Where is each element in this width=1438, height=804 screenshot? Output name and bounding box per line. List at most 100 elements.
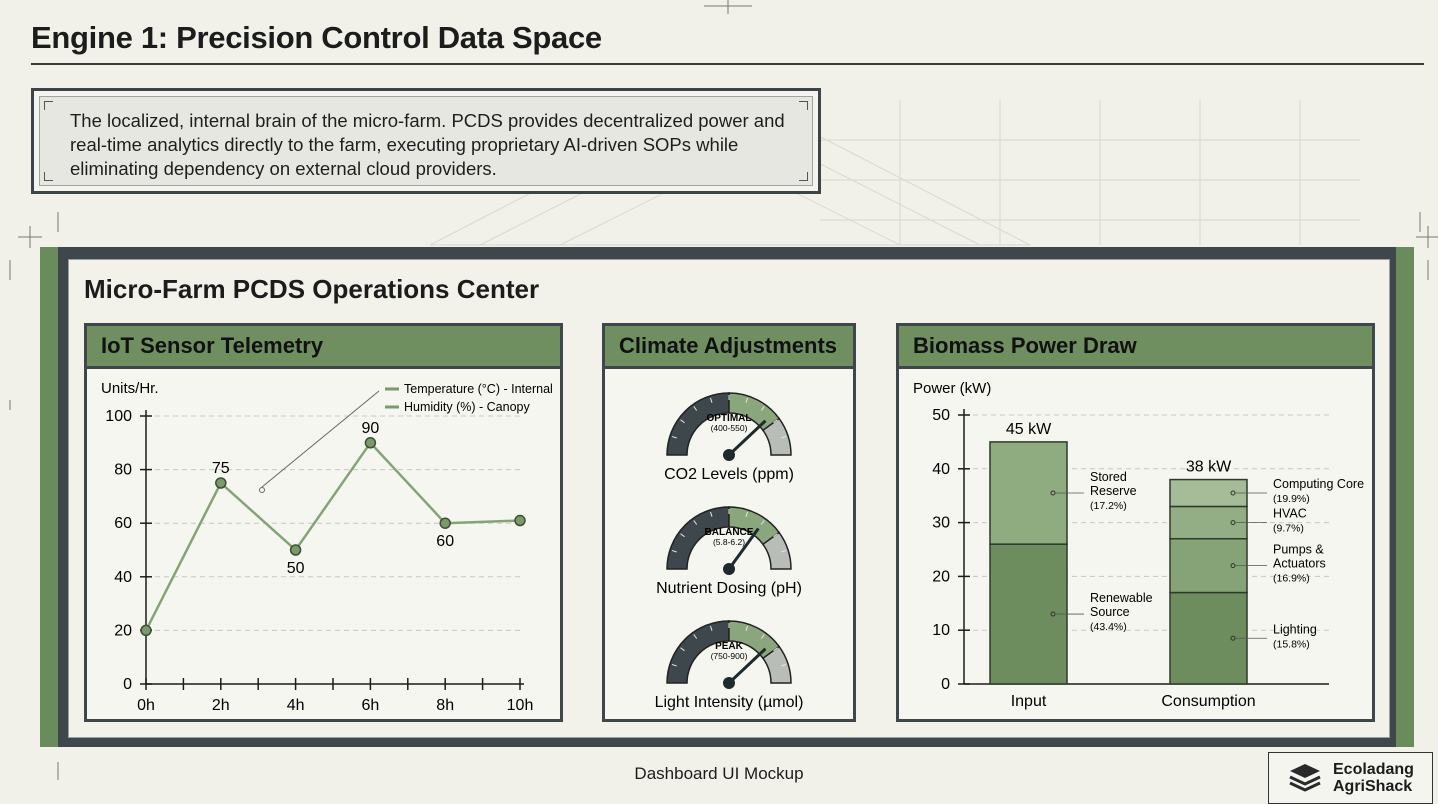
gauge-tick (671, 663, 677, 667)
x-tick-label: 8h (436, 697, 454, 714)
corner-mark (44, 101, 53, 110)
x-category-label: Consumption (1161, 693, 1255, 710)
climate-panel-header: Climate Adjustments (605, 326, 853, 369)
gauge-label: Nutrient Dosing (pH) (656, 580, 802, 597)
bar-total-label: 45 kW (1006, 421, 1052, 438)
iot-telemetry-panel: IoT Sensor Telemetry Units/Hr. 0 20 40 60 80 1… (84, 323, 563, 722)
biomass-power-panel: Biomass Power Draw Power (kW) 0 10 20 30 40 50… (896, 323, 1375, 722)
gauge-tick (709, 397, 713, 403)
data-point (439, 517, 451, 529)
gauge-high-zone (761, 645, 792, 684)
segment-name: Actuators (1273, 557, 1326, 571)
climate-gauges: OPTIMAL(400-550)CO2 Levels (ppm)BALANCE(… (655, 392, 803, 711)
series-line (144, 440, 521, 631)
gauge-tick (781, 435, 787, 439)
gauge-tick (693, 634, 698, 639)
y-tick-label: 0 (123, 676, 132, 693)
data-point (364, 437, 377, 449)
telemetry-line-chart: Units/Hr. 0 20 40 60 80 100 0h 2h 4h 6h 8h 10h 75 50 90… (101, 380, 553, 714)
gauge-tick (781, 663, 787, 667)
x-category-label: Input (1011, 693, 1047, 710)
bar-total-label: 38 kW (1186, 459, 1232, 476)
gauge-zone-label: PEAK (715, 641, 744, 652)
point-label: 60 (436, 533, 454, 550)
dashboard-title: Micro-Farm PCDS Operations Center (84, 274, 540, 304)
gauge-hub (723, 563, 735, 575)
gauge-zone-label: BALANCE (705, 527, 754, 538)
climate-adjustments-panel: Climate Adjustments OPTIMAL (400-550) CO2 … (602, 323, 856, 722)
segment-pct: (16.9%) (1273, 573, 1310, 585)
gauge-tick (760, 406, 765, 411)
gauge-tick (745, 511, 749, 517)
bar-segment (1169, 591, 1248, 685)
gauge-tick (781, 549, 787, 553)
segment-name: Reserve (1090, 484, 1137, 498)
intro-text: The localized, internal brain of the mic… (70, 110, 785, 179)
gauge-tick (693, 520, 698, 525)
gauge-needle (727, 527, 760, 570)
y-axis-title: Power (kW) (913, 380, 991, 397)
point-label: 75 (212, 460, 230, 477)
gauge-label: CO2 Levels (ppm) (664, 466, 794, 483)
segment-name: HVAC (1273, 507, 1307, 521)
segment-pct: (17.2%) (1090, 500, 1127, 512)
gauge-zone-range: (400-550) (711, 423, 748, 433)
gauge-tick (680, 533, 685, 538)
legend-leader-dot (259, 487, 265, 493)
iot-panel-header: IoT Sensor Telemetry (87, 326, 560, 369)
iot-panel-title: IoT Sensor Telemetry (101, 333, 324, 358)
y-tick-label: 0 (941, 676, 950, 693)
x-tick-label: 10h (507, 697, 534, 714)
data-point (215, 477, 227, 489)
segment-name: Computing Core (1273, 477, 1364, 491)
gauge-tick (760, 520, 765, 525)
logo-line-1: Ecoladang (1333, 761, 1414, 778)
gauge-zone-label: OPTIMAL (707, 413, 752, 424)
x-tick-label: 0h (137, 697, 155, 714)
legend-label: Humidity (%) - Canopy (404, 400, 530, 414)
x-tick-label: 6h (362, 697, 380, 714)
y-tick-label: 50 (932, 407, 950, 424)
gauge-hub (723, 449, 735, 461)
segment-pct: (19.9%) (1273, 493, 1310, 505)
segment-name: Pumps & (1273, 543, 1324, 557)
corner-mark (799, 172, 808, 181)
intro-panel: The localized, internal brain of the mic… (31, 88, 821, 194)
segment-pct: (15.8%) (1273, 638, 1310, 650)
gauge-needle (727, 647, 767, 685)
data-point (514, 514, 526, 527)
bar-segment (1169, 537, 1248, 594)
logo-line-2: AgriShack (1333, 778, 1413, 795)
segment-pct: (43.4%) (1090, 621, 1127, 633)
y-tick-label: 100 (105, 408, 132, 425)
gauge-zone-range: (750-900) (711, 651, 748, 661)
gauge-high-zone (761, 417, 792, 456)
logo-text: Ecoladang AgriShack (1333, 761, 1414, 795)
footer-caption: Dashboard UI Mockup (634, 764, 804, 783)
segment-name: Lighting (1273, 622, 1317, 636)
bar-segment (989, 441, 1068, 545)
y-tick-label: 30 (932, 515, 950, 532)
gauge-tick (745, 625, 749, 631)
x-tick-label: 4h (287, 697, 305, 714)
corner-mark (44, 172, 53, 181)
title-divider (31, 63, 1424, 65)
y-tick-label: 40 (114, 569, 132, 586)
biomass-panel-title: Biomass Power Draw (913, 333, 1137, 358)
gauge-tick (745, 397, 749, 403)
gauge-tick (671, 549, 677, 553)
gauge-tick (693, 406, 698, 411)
segment-name: Stored (1090, 470, 1127, 484)
biomass-panel-header: Biomass Power Draw (899, 326, 1372, 369)
bar-segment (989, 543, 1068, 685)
y-tick-label: 20 (114, 622, 132, 639)
brand-logo: Ecoladang AgriShack (1268, 752, 1433, 804)
point-label: 50 (287, 560, 305, 577)
climate-panel-title: Climate Adjustments (619, 333, 838, 358)
gauge-tick (760, 634, 765, 639)
data-point (289, 544, 302, 556)
page-title: Engine 1: Precision Control Data Space (31, 20, 602, 55)
legend-label: Temperature (°C) - Internal (404, 382, 553, 396)
gauge-zone-range: (5.8-6.2) (713, 537, 745, 547)
y-tick-label: 20 (932, 568, 950, 585)
